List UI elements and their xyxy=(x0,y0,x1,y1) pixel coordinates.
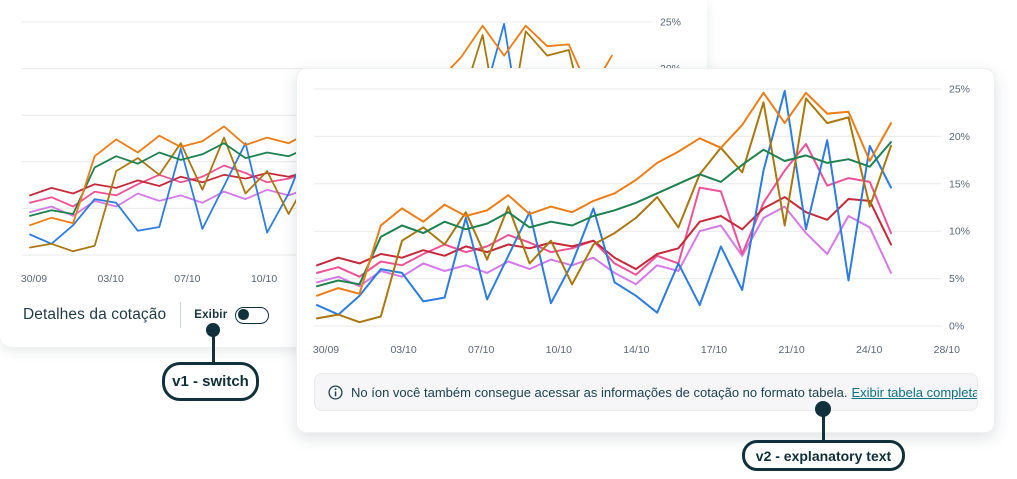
x-tick-label: 28/10 xyxy=(934,344,960,356)
panel-v2-quote-card: 25% 20% 15% 10% 5% 0% 30/09 03/10 07/10 10/10 14/1… xyxy=(296,68,995,433)
y-tick-label: 5% xyxy=(949,273,964,285)
x-tick-label: 14/10 xyxy=(623,344,649,356)
y-tick-label: 10% xyxy=(949,226,970,238)
x-tick-label: 17/10 xyxy=(701,344,727,356)
y-tick-label: 0% xyxy=(949,321,964,333)
y-tick-label: 25% xyxy=(660,17,681,29)
y-tick-label: 20% xyxy=(949,131,970,143)
quote-details-title: Detalhes da cotação xyxy=(23,306,167,323)
x-tick-label: 03/10 xyxy=(390,344,416,356)
x-tick-label: 30/09 xyxy=(313,344,339,356)
series-red-line xyxy=(316,196,892,271)
v1-callout-label: v1 - switch xyxy=(162,362,259,401)
series-goldenrod-line xyxy=(316,97,892,324)
x-tick-label: 07/10 xyxy=(174,273,200,285)
series-green-line xyxy=(316,141,892,288)
v2-callout-label: v2 - explanatory text xyxy=(742,440,905,471)
v1-callout-stem xyxy=(211,330,215,364)
y-tick-label: 15% xyxy=(949,178,970,190)
x-tick-label: 03/10 xyxy=(98,273,124,285)
x-tick-label: 24/10 xyxy=(856,344,882,356)
x-tick-label: 07/10 xyxy=(468,344,494,356)
series-blue-line xyxy=(316,89,892,316)
info-banner: No íon você também consegue acessar as i… xyxy=(314,373,978,411)
x-tick-label: 10/10 xyxy=(546,344,572,356)
price-variation-chart-v2: 25% 20% 15% 10% 5% 0% 30/09 03/10 07/10 10/10 14/1… xyxy=(313,84,970,357)
info-banner-text: No íon você também consegue acessar as i… xyxy=(351,384,848,400)
info-icon xyxy=(328,384,343,400)
show-full-table-link[interactable]: Exibir tabela completa. xyxy=(851,384,978,400)
quote-details-row: Detalhes da cotação Exibir xyxy=(23,300,270,330)
exibir-toggle-switch[interactable] xyxy=(235,306,270,324)
series-orange-line xyxy=(316,91,892,297)
exibir-toggle-label: Exibir xyxy=(194,309,228,321)
x-tick-label: 21/10 xyxy=(778,344,804,356)
y-tick-label: 25% xyxy=(949,84,970,96)
series-violet-line xyxy=(316,205,892,288)
x-tick-label: 30/09 xyxy=(21,273,47,285)
v2-callout-stem xyxy=(821,409,825,442)
vertical-divider xyxy=(180,302,182,328)
x-tick-label: 10/10 xyxy=(251,273,277,285)
toggle-knob-icon xyxy=(238,309,249,320)
